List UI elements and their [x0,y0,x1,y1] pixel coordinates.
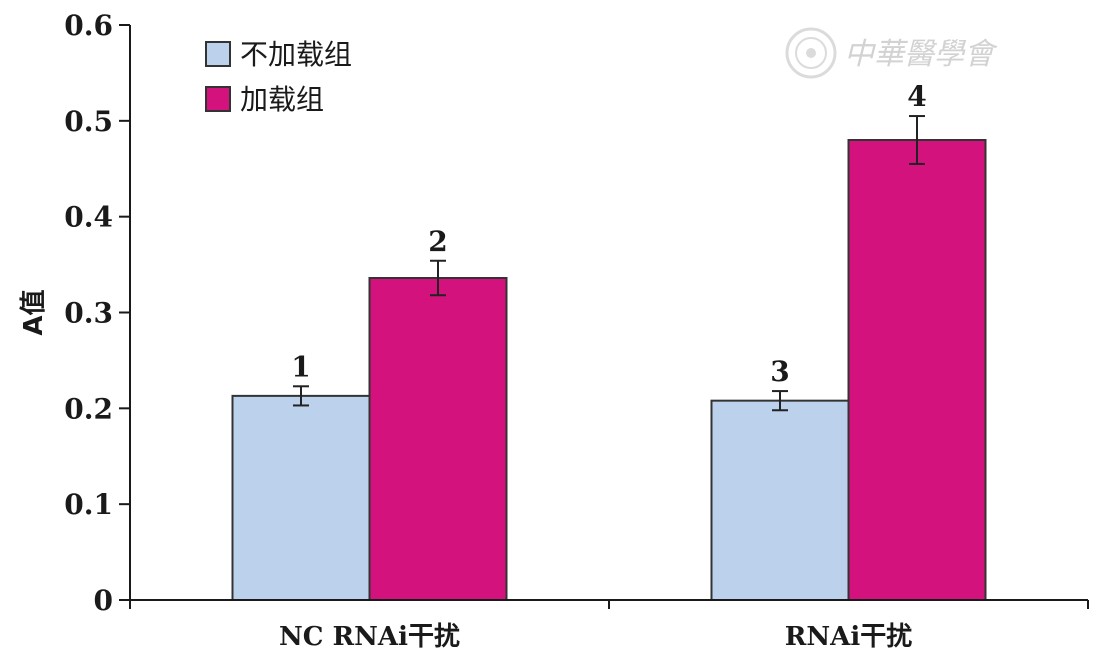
bar [710,399,850,601]
watermark [785,27,837,79]
bar-labels: 1 2 3 4 [291,80,926,388]
axes: 0 0.1 0.2 0.3 0.4 0.5 0.6 NC RNAi干扰 RNAi干扰 A值 [19,9,1089,652]
bar [847,139,987,601]
legend-swatch [205,41,231,67]
legend-swatch [205,86,231,112]
y-axis-label: A值 [19,289,49,335]
legend-label: 加载组 [240,83,324,116]
bar-label: 1 [291,350,310,383]
y-tick-label: 0.2 [64,392,113,425]
bar-label: 2 [428,225,447,258]
bar [231,394,371,601]
y-tick-label: 0.4 [64,201,113,234]
legend-label: 不加载组 [240,38,352,71]
x-tick-label: RNAi干扰 [785,622,912,652]
bar-label: 3 [770,355,789,388]
y-tick-label: 0 [94,584,113,617]
y-tick-label: 0.3 [64,297,113,330]
watermark-text: 中華醫學會 [844,37,998,72]
bars [231,115,987,601]
bar-label: 4 [907,80,926,113]
y-tick-label: 0.6 [64,9,113,42]
bar [368,277,508,601]
y-tick-label: 0.5 [64,105,113,138]
x-tick-label: NC RNAi干扰 [279,622,460,652]
y-tick-label: 0.1 [64,488,113,521]
